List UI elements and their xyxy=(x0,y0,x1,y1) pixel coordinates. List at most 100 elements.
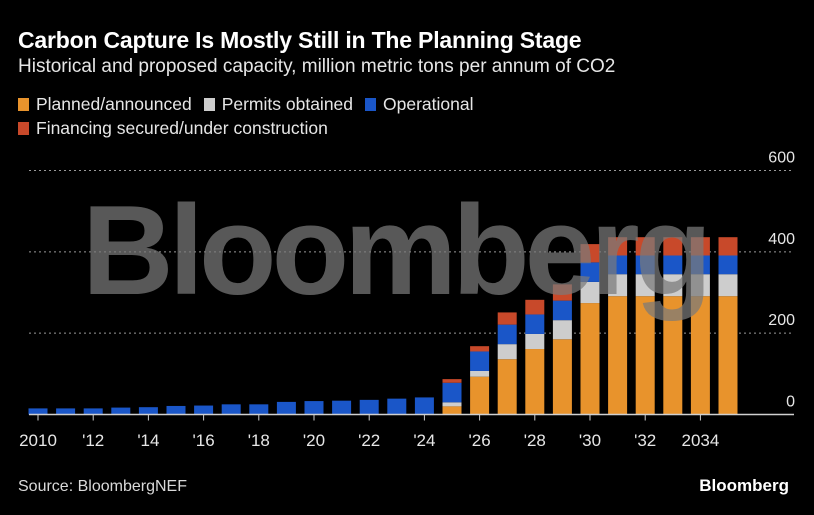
bar-segment-operational-2012 xyxy=(83,408,103,415)
bar-segment-operational-2014 xyxy=(138,407,158,415)
bar-segment-permits-obtained-2030 xyxy=(580,281,600,304)
bar-segment-planned-announced-2033 xyxy=(663,296,683,415)
brand-logo: Bloomberg xyxy=(699,476,789,495)
y-tick-label: 200 xyxy=(768,312,795,329)
bar-segment-permits-obtained-2035 xyxy=(718,274,738,297)
chart-subtitle: Historical and proposed capacity, millio… xyxy=(18,56,616,77)
bar-segment-planned-announced-2035 xyxy=(718,296,738,415)
bar-segment-planned-announced-2034 xyxy=(690,296,710,415)
x-tick-label: '30 xyxy=(579,431,601,450)
bar-segment-financing-secured-under-construction-2030 xyxy=(580,244,600,263)
bar-segment-operational-2032 xyxy=(635,255,655,275)
legend-row-1: Planned/announced Permits obtained Opera… xyxy=(18,92,718,116)
bar-segment-operational-2031 xyxy=(608,255,628,275)
legend-label-operational: Operational xyxy=(383,93,474,114)
x-tick-label: '12 xyxy=(82,431,104,450)
x-tick-label: '26 xyxy=(469,431,491,450)
bar-stack-2027 xyxy=(497,312,517,415)
bar-segment-financing-secured-under-construction-2031 xyxy=(608,237,628,256)
bar-segment-operational-2015 xyxy=(166,405,186,415)
x-tick-label: '14 xyxy=(137,431,159,450)
chart-title: Carbon Capture Is Mostly Still in The Pl… xyxy=(18,27,582,53)
legend-swatch-operational xyxy=(365,97,377,111)
bar-stack-2033 xyxy=(663,237,683,415)
bar-segment-operational-2026 xyxy=(470,351,490,371)
bar-stack-2011 xyxy=(56,408,76,415)
bar-segment-planned-announced-2028 xyxy=(525,349,545,415)
bar-segment-permits-obtained-2026 xyxy=(470,370,490,377)
y-tick-label: 600 xyxy=(768,150,795,167)
bar-stack-2028 xyxy=(525,299,545,415)
x-tick-label: '28 xyxy=(524,431,546,450)
x-axis xyxy=(29,413,794,421)
bar-segment-operational-2019 xyxy=(276,401,296,415)
y-tick-label: 0 xyxy=(786,394,795,411)
bar-segment-operational-2010 xyxy=(28,408,48,415)
legend-label-planned: Planned/announced xyxy=(36,93,192,114)
x-tick-label: '24 xyxy=(413,431,435,450)
bar-stack-2020 xyxy=(304,401,324,415)
bar-stack-2032 xyxy=(635,237,655,415)
legend-item-planned: Planned/announced xyxy=(18,94,192,115)
bar-stack-2017 xyxy=(221,404,241,415)
x-tick-label: '22 xyxy=(358,431,380,450)
bar-stack-2019 xyxy=(276,401,296,415)
legend-item-permits: Permits obtained xyxy=(203,94,353,115)
bar-stack-2025 xyxy=(442,379,462,415)
legend-swatch-financing xyxy=(18,121,29,135)
x-tick-label: '32 xyxy=(634,431,656,450)
bar-segment-financing-secured-under-construction-2025 xyxy=(442,379,462,383)
bar-stack-2031 xyxy=(608,237,628,415)
bar-stack-2024 xyxy=(414,397,434,415)
bar-segment-financing-secured-under-construction-2034 xyxy=(690,237,710,256)
bar-stack-2021 xyxy=(332,400,352,415)
bar-segment-operational-2025 xyxy=(442,382,462,403)
legend: Planned/announced Permits obtained Opera… xyxy=(18,92,718,140)
bars xyxy=(28,237,738,415)
legend-label-financing: Financing secured/under construction xyxy=(36,117,328,138)
bar-segment-permits-obtained-2032 xyxy=(635,274,655,297)
bar-stack-2018 xyxy=(249,404,269,415)
bar-segment-permits-obtained-2034 xyxy=(690,274,710,297)
legend-swatch-permits xyxy=(203,97,215,111)
bar-stack-2026 xyxy=(470,346,490,415)
bar-segment-operational-2030 xyxy=(580,262,600,282)
bar-segment-permits-obtained-2033 xyxy=(663,274,683,297)
bar-stack-2035 xyxy=(718,237,738,415)
bar-stack-2030 xyxy=(580,244,600,415)
x-tick-label: 2034 xyxy=(681,431,719,450)
legend-row-2: Financing secured/under construction xyxy=(18,116,718,140)
bar-stack-2016 xyxy=(194,405,214,415)
watermark: Bloomberg xyxy=(82,179,707,321)
bar-segment-planned-announced-2032 xyxy=(635,296,655,415)
bar-segment-permits-obtained-2029 xyxy=(552,320,572,340)
legend-item-financing: Financing secured/under construction xyxy=(18,118,328,139)
y-tick-label: 400 xyxy=(768,231,795,248)
bar-stack-2014 xyxy=(138,407,158,415)
bar-segment-permits-obtained-2031 xyxy=(608,274,628,297)
x-tick-label: '16 xyxy=(193,431,215,450)
bar-segment-operational-2018 xyxy=(249,404,269,415)
bar-segment-planned-announced-2027 xyxy=(497,359,517,415)
bar-segment-planned-announced-2030 xyxy=(580,303,600,415)
bar-segment-financing-secured-under-construction-2033 xyxy=(663,237,683,256)
bar-segment-operational-2027 xyxy=(497,324,517,345)
bar-segment-financing-secured-under-construction-2035 xyxy=(718,237,738,256)
bar-segment-operational-2035 xyxy=(718,255,738,275)
x-tick-label: 2010 xyxy=(19,431,57,450)
bar-segment-permits-obtained-2027 xyxy=(497,344,517,360)
bar-stack-2022 xyxy=(359,399,379,415)
bar-segment-financing-secured-under-construction-2027 xyxy=(497,312,517,325)
bar-segment-operational-2028 xyxy=(525,314,545,334)
x-tick-label: '20 xyxy=(303,431,325,450)
x-tick-label: '18 xyxy=(248,431,270,450)
y-axis-labels: 0 200 400 600 xyxy=(768,150,795,411)
bar-segment-operational-2021 xyxy=(332,400,352,415)
bar-segment-permits-obtained-2028 xyxy=(525,333,545,350)
source-note: Source: BloombergNEF xyxy=(18,478,187,495)
legend-swatch-planned xyxy=(18,97,29,111)
bar-segment-planned-announced-2031 xyxy=(608,296,628,415)
bar-segment-operational-2017 xyxy=(221,404,241,415)
bar-stack-2023 xyxy=(387,398,407,415)
